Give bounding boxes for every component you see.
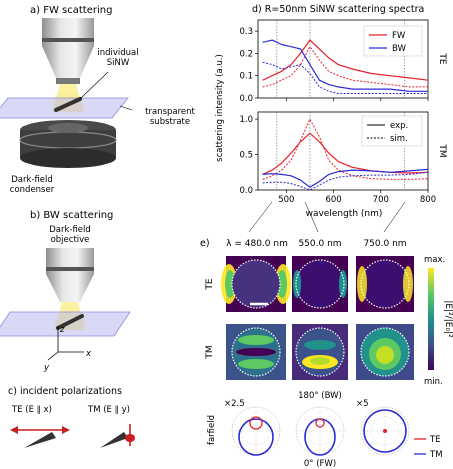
x-ticks: 500 600 700 800	[278, 98, 436, 205]
axis-z-label: z	[59, 325, 65, 335]
objective-label: Dark-field objective	[49, 225, 91, 245]
tm-series	[262, 118, 429, 191]
nanowire-label: individual SiNW	[97, 48, 138, 68]
te-y-tick-label: 0.3	[239, 27, 253, 37]
nanowire	[54, 97, 82, 112]
objective-tip	[56, 78, 80, 84]
condenser-label: Dark-field condenser	[10, 175, 55, 195]
field-map-tm-750	[356, 324, 414, 380]
panel-c-title: c) incident polarizations	[8, 386, 122, 397]
te-tag: TE	[437, 52, 447, 64]
substrate-label: transparent substrate	[145, 107, 195, 127]
colorbar-max: max.	[424, 255, 445, 265]
wavelength-label-2: 550.0 nm	[298, 239, 341, 249]
fw-angle-label: 0° (FW)	[304, 459, 336, 469]
legend-sim-label: sim.	[390, 134, 408, 144]
bw-angle-label: 180° (BW)	[298, 391, 342, 401]
condenser-lens	[48, 123, 88, 133]
panel-b-title: b) BW scattering	[30, 210, 113, 221]
panel-d-ylabel: scattering intensity (a.u.)	[215, 54, 225, 162]
te-y-tick-label: 0.0	[239, 94, 253, 104]
te-series-fw-sim-	[262, 46, 428, 88]
axis-y-label: y	[43, 363, 50, 373]
te-series-fw-exp-	[262, 39, 429, 81]
panel-c: c) incident polarizations TE (E ∥ x) TM …	[8, 386, 135, 448]
guide-line-750	[383, 201, 406, 233]
x-tick-label: 700	[373, 195, 389, 205]
tm-plot-frame	[257, 111, 429, 191]
panel-a-title: a) FW scattering	[30, 5, 112, 16]
te-series-bw-sim-	[262, 61, 428, 94]
legend-fw-label: FW	[392, 31, 406, 41]
te-polarization-label: TE (E ∥ x)	[11, 405, 52, 415]
tm-tag: TM	[437, 143, 447, 157]
polar-plot-550	[295, 406, 345, 456]
te-y-tick-label: 0.1	[239, 72, 253, 82]
tm-series-bw-sim-	[262, 171, 429, 191]
panel-e: e) λ = 480.0 nm 550.0 nm 750.0 nm TE TM	[200, 238, 453, 469]
te-wire	[24, 432, 56, 448]
panel-e-title: e)	[200, 238, 210, 249]
te-series	[262, 39, 429, 94]
te-arrow-left	[10, 426, 18, 434]
bw-objective-band	[46, 267, 94, 271]
panel-b: b) BW scattering Dark-field objective z y…	[0, 210, 131, 373]
axis-y-line	[47, 351, 59, 361]
condenser-bottom	[20, 148, 116, 168]
tm-y-tick-label: 0.5	[239, 151, 253, 161]
tm-series-fw-sim-	[262, 118, 429, 180]
tm-y-ticks: 0.0 0.5 1.0	[239, 115, 258, 196]
polar-scale-left: ×2.5	[224, 399, 245, 409]
guide-line-480	[248, 201, 273, 233]
polar-plot-750	[360, 406, 410, 456]
te-arrow-right	[62, 426, 70, 434]
legend-top-box	[363, 25, 423, 57]
polar-scale-right: ×5	[356, 399, 369, 409]
polar-plot-480	[231, 406, 281, 456]
nanowire-pointer	[79, 71, 109, 100]
field-map-tm-480	[226, 324, 286, 380]
te-series-bw-exp-	[262, 39, 428, 92]
panel-d: d) R=50nm SiNW scattering spectra scatte…	[215, 4, 447, 233]
tm-wire	[100, 432, 128, 448]
x-tick-label: 500	[278, 195, 294, 205]
te-y-ticks: 0.0 0.1 0.2 0.3	[239, 27, 258, 104]
field-map-te-550	[292, 256, 348, 312]
bw-nanowire	[56, 314, 84, 330]
row-tm-label: TM	[205, 345, 215, 359]
axis-x-label: x	[85, 349, 92, 359]
x-tick-label: 800	[420, 195, 436, 205]
row-te-label: TE	[205, 278, 215, 290]
colorbar-label: |E|²/|E₀|²	[443, 300, 453, 338]
field-map-tm-550	[292, 324, 348, 380]
panel-d-xlabel: wavelength (nm)	[306, 209, 383, 219]
tm-y-tick-label: 0.0	[239, 186, 253, 196]
field-map-te-480	[221, 256, 291, 312]
legend-exp-label: exp.	[390, 121, 408, 131]
wavelength-label-1: λ = 480.0 nm	[226, 239, 288, 249]
tm-polarization-label: TM (E ∥ y)	[87, 405, 130, 415]
wavelength-label-3: 750.0 nm	[363, 239, 406, 249]
substrate-pointer	[119, 105, 133, 111]
te-plot-frame	[257, 19, 429, 99]
field-map-te-750	[356, 256, 414, 312]
objective-band	[42, 38, 94, 42]
legend-bottom-box	[361, 115, 423, 147]
panel-d-title: d) R=50nm SiNW scattering spectra	[252, 4, 424, 15]
farfield-label: farfield	[207, 415, 217, 445]
tm-series-bw-exp-	[262, 168, 429, 188]
legend-tm-label: TM	[429, 450, 443, 460]
legend-te-label: TE	[429, 435, 441, 445]
objective-taper	[42, 46, 94, 78]
bw-objective-taper	[46, 274, 94, 302]
colorbar-min: min.	[424, 377, 443, 387]
guide-line-550	[304, 201, 319, 233]
tm-y-tick-label: 1.0	[239, 115, 253, 125]
panel-a: a) FW scattering individual SiNW transpar…	[0, 5, 196, 195]
te-y-tick-label: 0.2	[239, 49, 253, 59]
x-tick-label: 600	[325, 195, 341, 205]
colorbar	[428, 268, 434, 370]
legend-bw-label: BW	[392, 44, 407, 54]
